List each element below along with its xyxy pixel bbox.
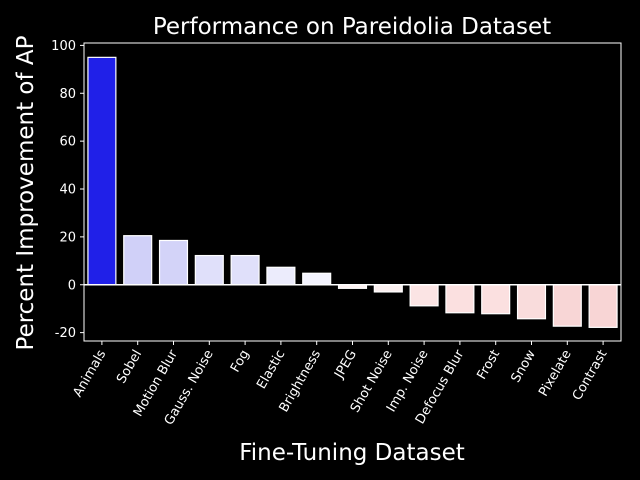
- bar-10: [409, 284, 439, 307]
- x-tick-label: Contrast: [570, 348, 611, 404]
- x-tick-label: JPEG: [331, 348, 359, 382]
- y-tick-label: 80: [59, 87, 76, 102]
- chart-title: Performance on Pareidolia Dataset: [153, 14, 551, 40]
- x-tick-label: Elastic: [254, 348, 288, 392]
- bar-9: [373, 284, 403, 293]
- y-tick-label: 100: [51, 39, 76, 54]
- x-tick-label: Snow: [508, 347, 539, 385]
- x-tick-label: Animals: [70, 347, 109, 400]
- bar-12: [481, 284, 511, 315]
- x-tick-label: Pixelate: [536, 348, 575, 400]
- y-axis-label: Percent Improvement of AP: [13, 35, 39, 350]
- y-tick-label: 0: [68, 278, 76, 293]
- y-tick-label: -20: [55, 326, 76, 341]
- bar-4: [194, 254, 224, 286]
- bar-5: [230, 254, 260, 286]
- bar-11: [445, 284, 475, 314]
- bar-1: [87, 56, 117, 286]
- x-tick-label: Sobel: [114, 348, 145, 387]
- bar-3: [158, 239, 189, 286]
- bar-15: [588, 284, 618, 328]
- x-tick-label: Frost: [474, 348, 503, 383]
- y-tick-label: 40: [59, 183, 76, 198]
- y-tick-label: 60: [59, 135, 76, 150]
- bar-6: [266, 266, 296, 286]
- x-axis-label: Fine-Tuning Dataset: [239, 440, 465, 466]
- bar-7: [302, 272, 332, 286]
- bar-2: [123, 235, 153, 286]
- x-tick-label: Fog: [228, 348, 253, 376]
- y-tick-label: 20: [59, 230, 76, 245]
- bar-13: [516, 284, 547, 320]
- bar-14: [552, 284, 582, 327]
